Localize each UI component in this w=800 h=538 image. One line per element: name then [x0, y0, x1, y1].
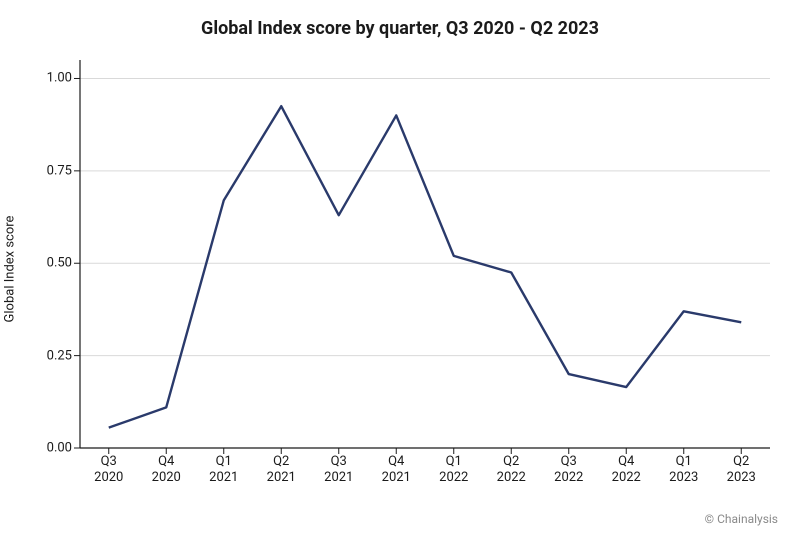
x-tick-label: Q42022: [612, 454, 641, 487]
x-tick-label: Q12022: [439, 454, 468, 487]
y-axis-label: Global Index score: [3, 216, 18, 323]
x-tick-label: Q12023: [669, 454, 698, 487]
x-tick-label: Q32021: [324, 454, 353, 487]
y-tick-label: 0.75: [47, 163, 72, 178]
x-tick-label: Q22023: [727, 454, 756, 487]
x-tick-label: Q32022: [554, 454, 583, 487]
chart-title: Global Index score by quarter, Q3 2020 -…: [0, 18, 800, 39]
plot-area: 0.000.250.500.751.00Q32020Q42020Q12021Q2…: [80, 60, 770, 448]
x-tick-label: Q32020: [94, 454, 123, 487]
y-tick-label: 0.00: [47, 441, 72, 456]
x-tick-label: Q12021: [209, 454, 238, 487]
y-tick-label: 0.50: [47, 256, 72, 271]
x-tick-label: Q22022: [497, 454, 526, 487]
y-tick-label: 0.25: [47, 348, 72, 363]
x-tick-label: Q42021: [382, 454, 411, 487]
x-tick-label: Q42020: [152, 454, 181, 487]
chart-svg: [80, 60, 770, 448]
chart-container: Global Index score by quarter, Q3 2020 -…: [0, 0, 800, 538]
attribution: © Chainalysis: [705, 512, 778, 526]
x-tick-label: Q22021: [267, 454, 296, 487]
y-tick-label: 1.00: [47, 71, 72, 86]
